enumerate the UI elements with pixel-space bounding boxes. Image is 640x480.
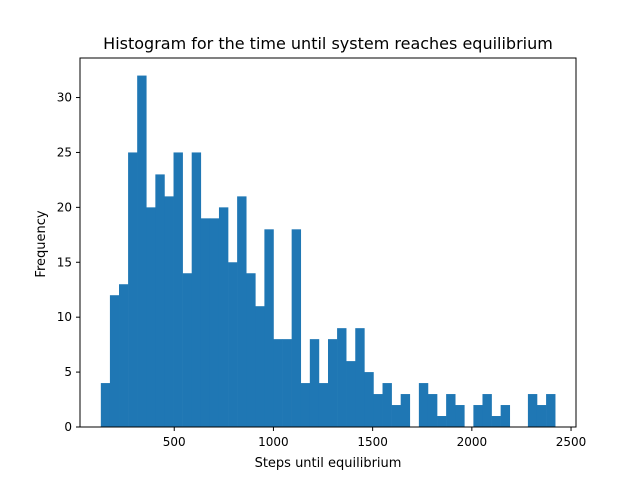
y-tick-label: 25: [57, 145, 72, 159]
y-tick-label: 15: [57, 255, 72, 269]
histogram-bar: [355, 328, 365, 427]
y-axis-label: Frequency: [34, 210, 49, 277]
x-tick-label: 2500: [556, 435, 587, 449]
histogram-bar: [418, 383, 429, 427]
y-tick-label: 5: [64, 365, 72, 379]
histogram-bar: [218, 207, 229, 427]
histogram-bar: [255, 306, 265, 427]
histogram-bar: [209, 218, 220, 427]
x-tick-label: 1000: [258, 435, 289, 449]
histogram-bars: [100, 75, 556, 428]
histogram-bar: [273, 339, 283, 427]
histogram-bar: [191, 152, 202, 428]
x-axis-label: Steps until equilibrium: [255, 456, 402, 471]
histogram-bar: [527, 394, 538, 427]
x-tick-label: 1500: [357, 435, 388, 449]
histogram-bar: [346, 361, 356, 427]
histogram-bar: [264, 229, 274, 427]
y-tick-label: 10: [57, 310, 72, 324]
histogram-bar: [119, 284, 129, 427]
histogram-bar: [536, 405, 547, 427]
histogram-bar: [482, 394, 492, 427]
histogram-bar: [237, 196, 247, 427]
histogram-bar: [155, 174, 165, 427]
axes-frame: [79, 57, 577, 428]
histogram-bar: [228, 262, 238, 427]
histogram-bar: [437, 416, 447, 427]
chart-title: Histogram for the time until system reac…: [103, 34, 553, 53]
histogram-bar: [400, 394, 411, 427]
histogram-bar: [455, 405, 465, 427]
histogram-bar: [373, 394, 383, 427]
histogram-bar: [100, 383, 111, 427]
histogram-bar: [309, 339, 320, 427]
x-axis-ticks: 500 1000 1500 2000 2500: [163, 427, 587, 449]
histogram-bar: [200, 218, 211, 427]
x-tick-label: 2000: [457, 435, 488, 449]
histogram-bar: [246, 273, 256, 427]
histogram-bar: [391, 405, 401, 427]
histogram-bar: [446, 394, 456, 427]
y-tick-label: 30: [57, 91, 72, 105]
histogram-bar: [546, 394, 556, 427]
x-tick-label: 500: [163, 435, 186, 449]
histogram-bar: [382, 383, 392, 427]
histogram-bar: [109, 295, 120, 427]
histogram-bar: [500, 405, 511, 427]
histogram-bar: [364, 372, 374, 427]
histogram-bar: [282, 339, 292, 427]
histogram-bar: [328, 339, 338, 427]
histogram-bar: [318, 383, 329, 427]
y-tick-label: 0: [64, 420, 72, 434]
histogram-bar: [427, 394, 438, 427]
histogram-bar: [300, 383, 311, 427]
histogram-bar: [491, 416, 501, 427]
histogram-bar: [173, 152, 183, 428]
histogram-bar: [182, 273, 192, 427]
y-axis-ticks: 0 5 10 15 20 25 30: [57, 91, 80, 434]
y-tick-label: 20: [57, 200, 72, 214]
histogram-bar: [137, 75, 147, 428]
histogram-bar: [164, 196, 174, 427]
histogram-bar: [291, 229, 302, 427]
histogram-bar: [128, 152, 138, 428]
histogram-bar: [146, 207, 156, 427]
histogram-bar: [473, 405, 483, 427]
histogram-bar: [337, 328, 347, 427]
